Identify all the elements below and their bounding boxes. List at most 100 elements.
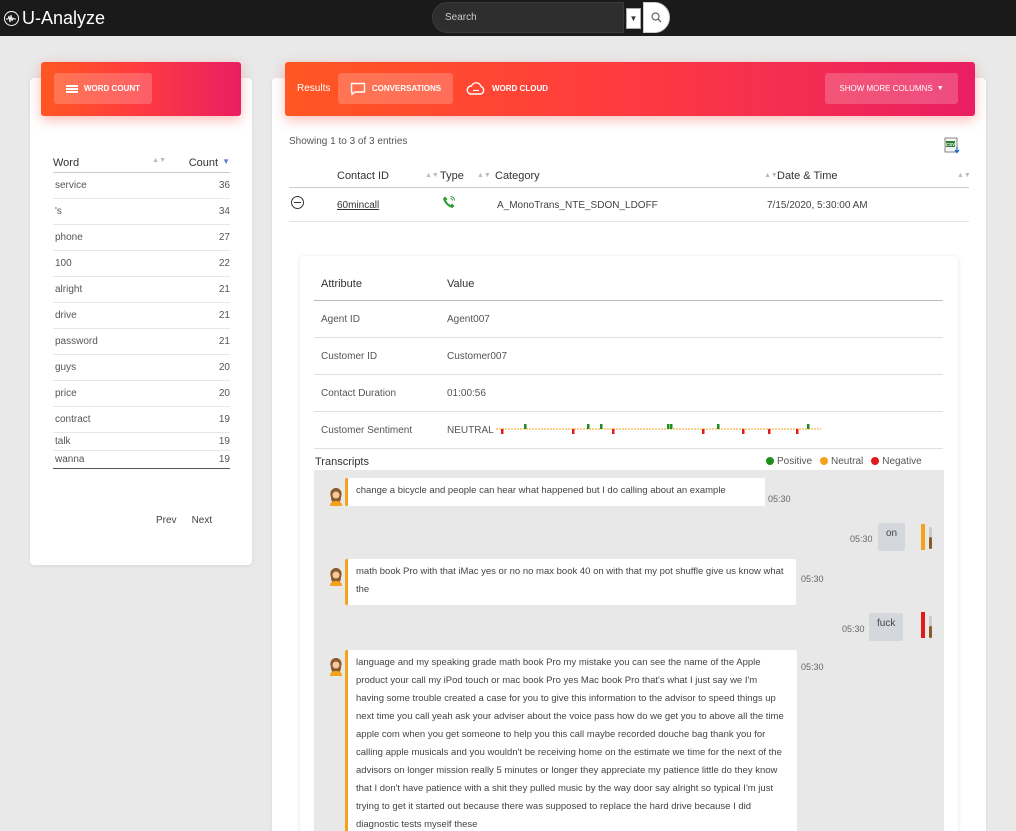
- show-more-columns-button[interactable]: SHOW MORE COLUMNS ▼: [825, 73, 958, 104]
- message-timestamp: 05:30: [801, 662, 824, 672]
- collapse-row-icon[interactable]: [291, 196, 304, 209]
- table-row: guys 20: [53, 355, 230, 381]
- search-dropdown-toggle[interactable]: ▼: [626, 8, 641, 29]
- word-column-header[interactable]: Word ▲▼: [53, 157, 172, 169]
- message-text: language and my speaking grade math book…: [356, 657, 784, 830]
- agent-message: change a bicycle and people can hear wha…: [345, 478, 765, 506]
- sort-icon: ▲▼: [425, 172, 439, 179]
- contact-id-header[interactable]: Contact ID: [337, 170, 389, 182]
- sort-desc-icon: ▼: [222, 156, 230, 166]
- count-column-header[interactable]: Count ▼: [172, 157, 230, 169]
- word-cell: alright: [55, 284, 83, 295]
- word-cell: 's: [55, 206, 62, 217]
- count-cell: 21: [218, 310, 230, 321]
- value-cell: NEUTRAL: [447, 424, 494, 436]
- table-row: Customer ID Customer007: [314, 338, 943, 375]
- count-cell: 36: [218, 180, 230, 191]
- list-icon: [66, 84, 78, 93]
- svg-text:CSV: CSV: [946, 142, 955, 147]
- date-cell: 7/15/2020, 5:30:00 AM: [767, 200, 868, 211]
- caret-down-icon: ▼: [936, 85, 944, 92]
- value-cell: Agent007: [447, 313, 490, 325]
- legend-negative-label: Negative: [882, 456, 922, 467]
- show-more-columns-label: SHOW MORE COLUMNS: [839, 84, 933, 93]
- attribute-cell: Contact Duration: [321, 387, 397, 399]
- attribute-header: Attribute: [321, 278, 362, 290]
- neutral-dot-icon: [820, 457, 829, 465]
- message-timestamp: 05:30: [850, 534, 873, 544]
- negative-sentiment-bar: [921, 612, 925, 638]
- search-input[interactable]: [432, 2, 624, 33]
- word-count-card: [30, 78, 252, 565]
- customer-message: fuck: [869, 613, 904, 641]
- agent-message: math book Pro with that iMac yes or no n…: [345, 559, 796, 605]
- next-button[interactable]: Next: [191, 515, 213, 526]
- message-timestamp: 05:30: [842, 624, 865, 634]
- sentiment-gauge-icon: [929, 616, 932, 638]
- negative-dot-icon: [871, 457, 880, 465]
- neutral-sentiment-bar: [921, 524, 925, 550]
- category-header[interactable]: Category: [495, 170, 540, 182]
- table-row: 60mincall A_MonoTrans_NTE_SDON_LDOFF 7/1…: [289, 192, 969, 222]
- count-cell: 34: [218, 206, 230, 217]
- search-icon: [651, 12, 662, 23]
- count-cell: 21: [218, 336, 230, 347]
- transcripts-label: Transcripts: [315, 456, 369, 468]
- word-cell: drive: [55, 310, 77, 321]
- sentiment-legend: Positive Neutral Negative: [766, 456, 922, 467]
- table-row: drive 21: [53, 303, 230, 329]
- sort-icon: ▲▼: [152, 156, 166, 164]
- table-row: 's 34: [53, 199, 230, 225]
- table-row: phone 27: [53, 225, 230, 251]
- table-row: service 36: [53, 173, 230, 199]
- agent-message: language and my speaking grade math book…: [345, 650, 797, 831]
- count-cell: 20: [218, 362, 230, 373]
- count-cell: 19: [218, 436, 230, 447]
- search-button[interactable]: [643, 2, 670, 33]
- word-column-label: Word: [53, 156, 80, 169]
- table-row: Customer Sentiment NEUTRAL: [314, 412, 943, 449]
- sentiment-gauge-icon: [929, 527, 932, 549]
- word-count-table: Word ▲▼ Count ▼ service 36 's 34 phone 27 100…: [53, 153, 230, 469]
- count-cell: 27: [218, 232, 230, 243]
- customer-message: on: [878, 523, 906, 551]
- message-text: math book Pro with that iMac yes or no n…: [356, 566, 784, 595]
- table-row: price 20: [53, 381, 230, 407]
- agent-avatar-icon: [330, 658, 342, 676]
- table-row: alright 21: [53, 277, 230, 303]
- count-cell: 19: [218, 414, 230, 425]
- prev-button[interactable]: Prev: [156, 515, 177, 526]
- word-cell: guys: [55, 362, 77, 373]
- word-cloud-tab[interactable]: WORD CLOUD: [466, 73, 556, 104]
- date-header[interactable]: Date & Time: [777, 170, 838, 182]
- word-count-button[interactable]: WORD COUNT: [54, 73, 152, 104]
- word-cell: talk: [55, 436, 71, 447]
- value-header: Value: [447, 278, 475, 290]
- word-cell: contract: [55, 414, 91, 425]
- table-row: wanna 19: [53, 451, 230, 469]
- legend-neutral-label: Neutral: [831, 456, 864, 467]
- category-cell: A_MonoTrans_NTE_SDON_LDOFF: [497, 200, 658, 211]
- count-cell: 19: [218, 454, 230, 465]
- attribute-table-header: Attribute Value: [314, 268, 943, 301]
- cloud-icon: [466, 81, 485, 95]
- waveform-logo-icon: [4, 11, 19, 26]
- message-text: on: [886, 528, 898, 539]
- positive-dot-icon: [766, 457, 774, 465]
- table-row: contract 19: [53, 407, 230, 433]
- word-cloud-label: WORD CLOUD: [492, 84, 548, 93]
- legend-positive-label: Positive: [777, 456, 813, 467]
- contact-id-link[interactable]: 60mincall: [337, 200, 380, 211]
- message-text: change a bicycle and people can hear wha…: [356, 485, 726, 496]
- brand[interactable]: U-Analyze: [4, 8, 105, 29]
- transcript-chat: change a bicycle and people can hear wha…: [314, 470, 944, 831]
- count-cell: 21: [218, 284, 230, 295]
- excel-export-icon[interactable]: CSV: [944, 137, 961, 154]
- count-cell: 22: [218, 258, 230, 269]
- conversations-tab[interactable]: CONVERSATIONS: [338, 73, 453, 104]
- attribute-table: Attribute Value Agent ID Agent007 Custom…: [314, 268, 943, 449]
- agent-avatar-icon: [330, 488, 342, 506]
- value-cell: Customer007: [447, 350, 508, 362]
- table-row: talk 19: [53, 433, 230, 451]
- type-header[interactable]: Type: [440, 170, 464, 182]
